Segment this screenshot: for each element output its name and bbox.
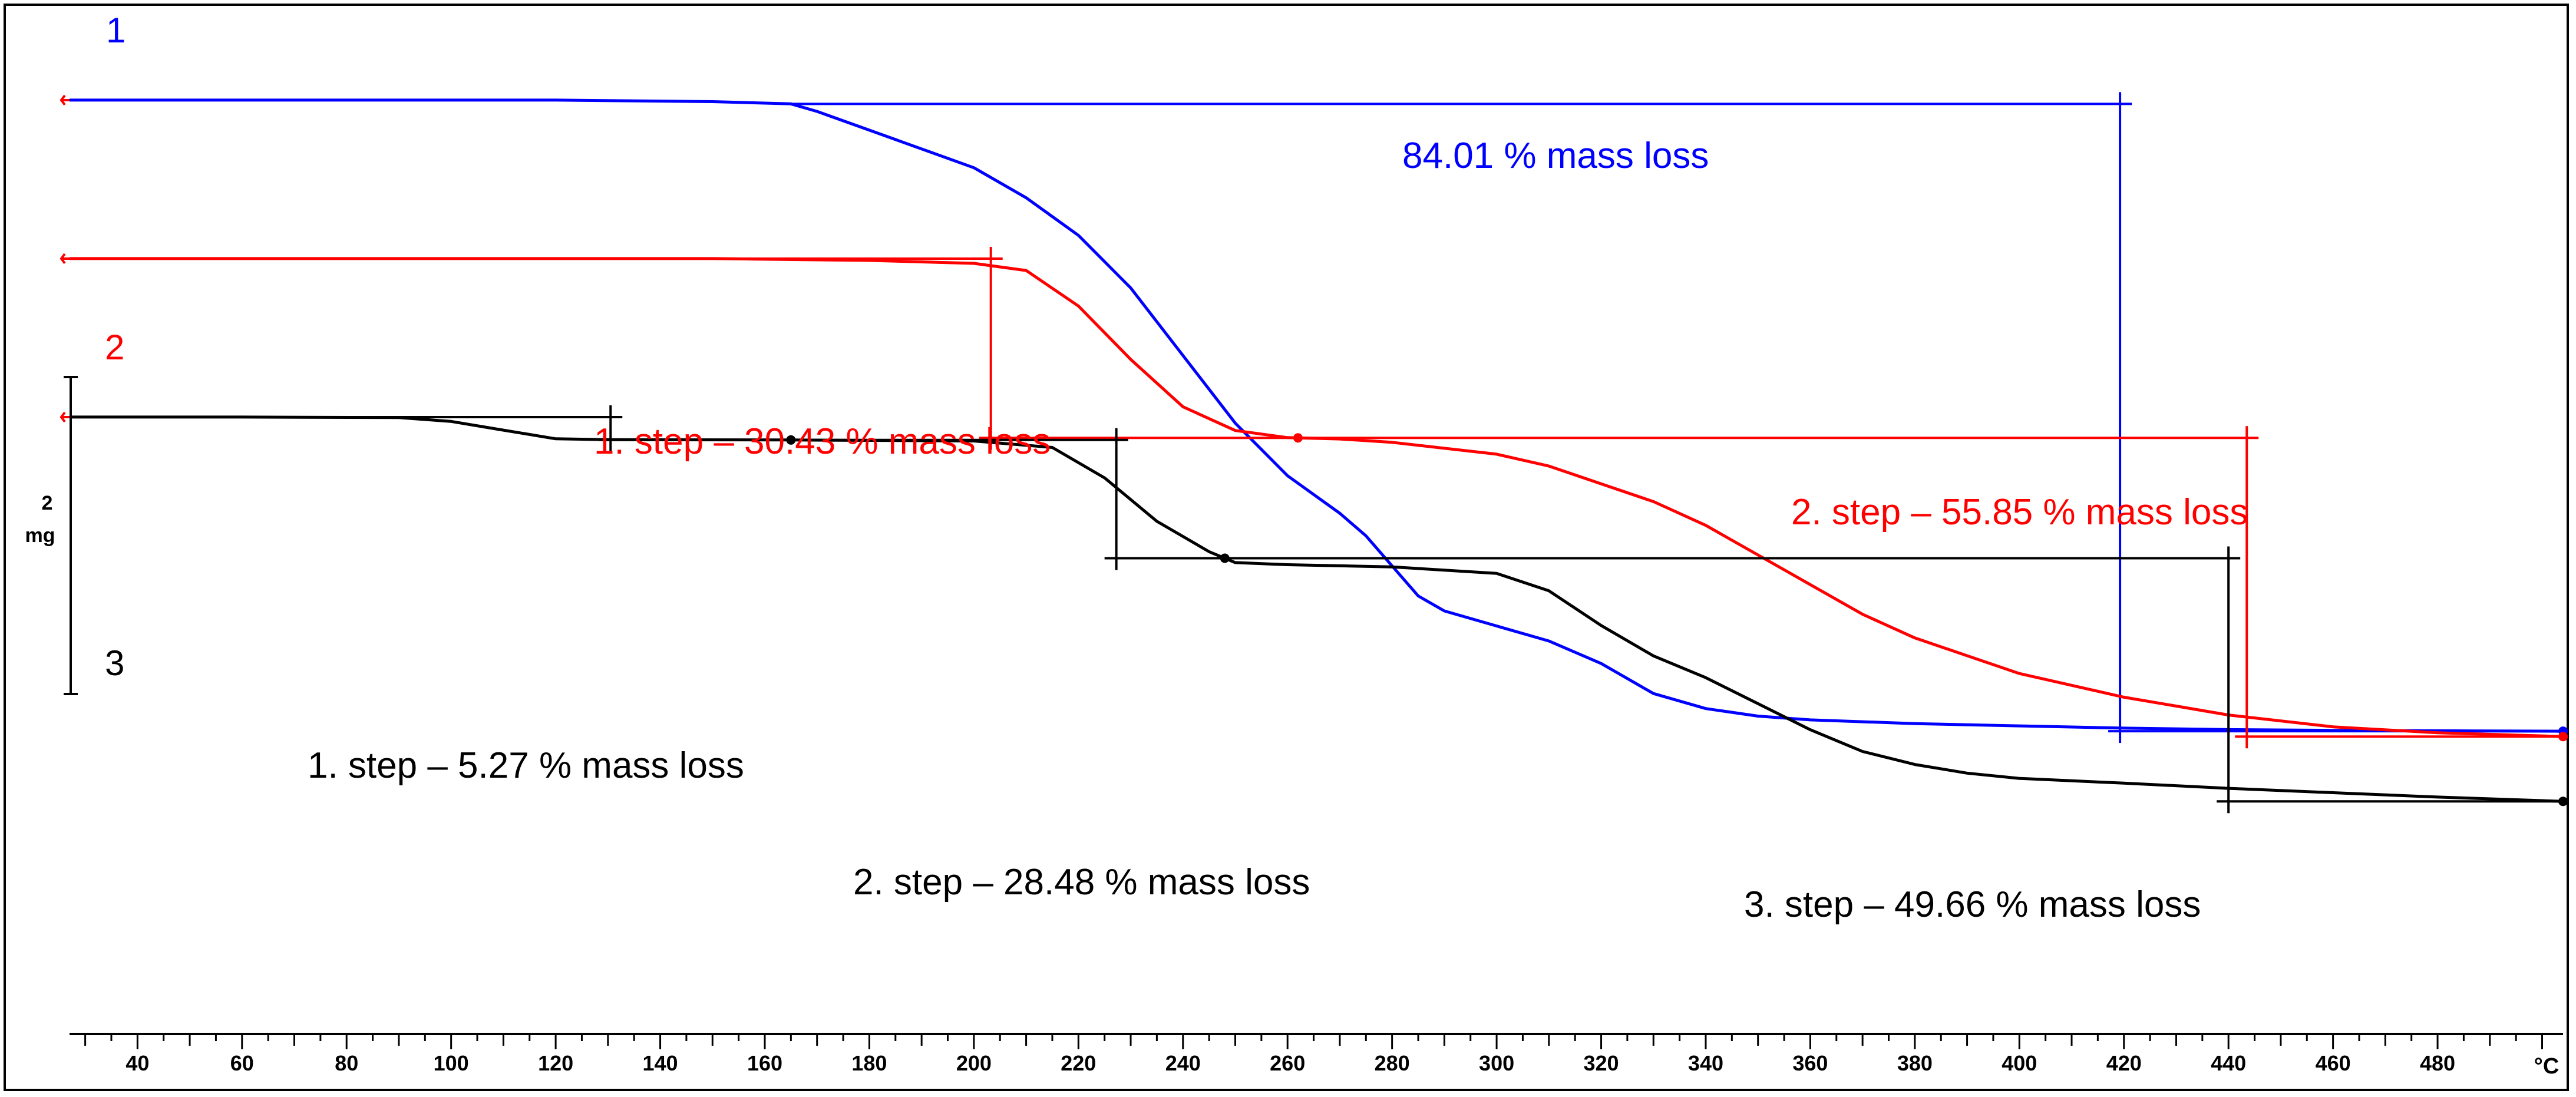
x-tick-label: 480 — [2420, 1051, 2455, 1075]
series-curve — [70, 415, 2564, 803]
x-tick-label: 100 — [434, 1051, 469, 1075]
x-tick-label: 420 — [2106, 1051, 2142, 1075]
x-ticks: 40 60 80 100 120 140 160 180 200 220 240 260 280 300 3… — [84, 1034, 2544, 1075]
series-curve — [70, 98, 2564, 733]
x-tick-label: 60 — [230, 1051, 254, 1075]
x-tick-label: 320 — [1583, 1051, 1619, 1075]
series-3-label: 3 — [105, 643, 124, 683]
scale-bar-value: 2 — [42, 492, 53, 514]
scale-bar-unit: mg — [25, 524, 55, 547]
step-end-marker — [2558, 732, 2568, 742]
x-axis-unit-label: °C — [2534, 1054, 2560, 1079]
x-tick-label: 80 — [335, 1051, 358, 1075]
x-tick-label: 340 — [1688, 1051, 1723, 1075]
x-tick-label: 220 — [1061, 1051, 1096, 1075]
x-tick-label: 160 — [747, 1051, 782, 1075]
chart-frame — [4, 4, 2569, 1091]
x-tick-label: 120 — [538, 1051, 573, 1075]
series-2-step-1-annotation: 1. step – 30.43 % mass loss — [594, 421, 1051, 462]
series-curve — [70, 257, 2564, 738]
x-tick-label: 280 — [1375, 1051, 1410, 1075]
x-tick-label: 440 — [2211, 1051, 2246, 1075]
x-tick-label: 260 — [1270, 1051, 1305, 1075]
series-2-label: 2 — [105, 328, 124, 367]
series-1-label: 1 — [106, 11, 126, 50]
series-3-step-1-annotation: 1. step – 5.27 % mass loss — [308, 745, 744, 786]
x-tick-label: 300 — [1479, 1051, 1514, 1075]
x-tick-label: 240 — [1165, 1051, 1201, 1075]
x-tick-label: 200 — [956, 1051, 992, 1075]
x-tick-label: 40 — [126, 1051, 149, 1075]
series-1 — [60, 92, 2568, 744]
scale-bar: 2 mg — [25, 376, 78, 695]
x-tick-label: 180 — [851, 1051, 887, 1075]
series-3 — [60, 405, 2568, 814]
x-tick-label: 140 — [643, 1051, 678, 1075]
step-end-marker — [2558, 797, 2568, 807]
series-2-step-2-annotation: 2. step – 55.85 % mass loss — [1791, 492, 2248, 533]
series-3-step-3-annotation: 3. step – 49.66 % mass loss — [1744, 884, 2201, 925]
x-tick-label: 380 — [1897, 1051, 1933, 1075]
series-2 — [60, 246, 2568, 749]
series-3-step-2-annotation: 2. step – 28.48 % mass loss — [853, 862, 1310, 903]
x-tick-label: 400 — [2002, 1051, 2037, 1075]
series-1-annotation: 84.01 % mass loss — [1402, 136, 1709, 176]
x-tick-label: 360 — [1792, 1051, 1828, 1075]
x-tick-label: 460 — [2316, 1051, 2351, 1075]
